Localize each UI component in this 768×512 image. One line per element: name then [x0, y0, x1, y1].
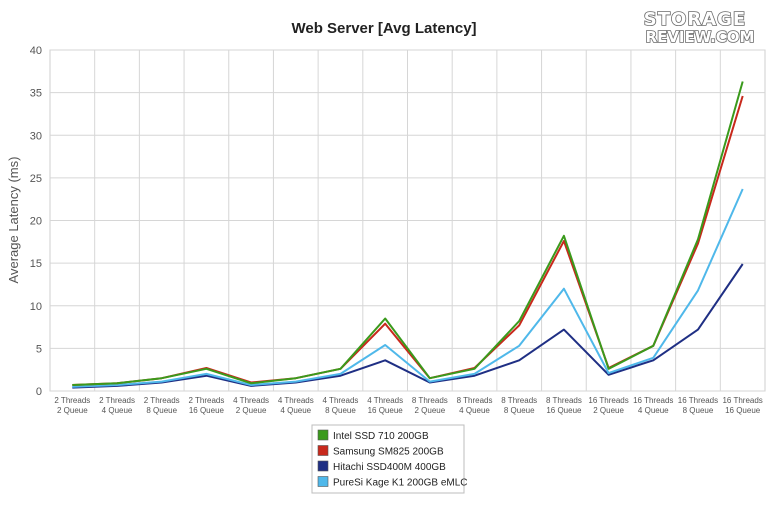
- legend: Intel SSD 710 200GB Samsung SM825 200GB Hi…: [311, 424, 468, 494]
- legend-swatch: [317, 460, 329, 472]
- series-line-0: [72, 81, 744, 386]
- x-tick-label-line: 8 Queue: [683, 406, 714, 415]
- x-tick-label-line: 2 Queue: [57, 406, 88, 415]
- grid: [49, 49, 766, 392]
- legend-swatch: [317, 429, 329, 441]
- y-tick-label: 40: [30, 45, 42, 57]
- y-ticks: 0 5 10 15 20 25 30 35 40: [30, 45, 42, 398]
- x-tick-label-line: 16 Threads: [722, 396, 762, 405]
- x-tick-label-line: 8 Queue: [504, 406, 535, 415]
- y-tick-label: 20: [30, 216, 42, 228]
- x-tick-label-line: 8 Threads: [501, 396, 537, 405]
- x-tick-label-line: 2 Threads: [99, 396, 135, 405]
- y-tick-label: 25: [30, 173, 42, 185]
- x-tick-label-line: 16 Queue: [546, 406, 582, 415]
- y-axis-label: Average Latency (ms): [6, 157, 21, 284]
- x-tick-label-line: 16 Queue: [189, 406, 225, 415]
- y-tick-label: 5: [36, 343, 42, 355]
- series-lines: [72, 81, 744, 389]
- x-tick-label-line: 4 Threads: [278, 396, 314, 405]
- legend-item-label: PureSi Kage K1 200GB eMLC: [333, 478, 468, 489]
- x-tick-label-line: 2 Queue: [414, 406, 445, 415]
- x-tick-label-line: 4 Queue: [459, 406, 490, 415]
- legend-item-label: Samsung SM825 200GB: [333, 447, 444, 458]
- series-line-3: [72, 188, 744, 388]
- x-tick-label-line: 2 Queue: [593, 406, 624, 415]
- y-tick-label: 10: [30, 301, 42, 313]
- logo-line-1: STORAGE: [644, 9, 746, 30]
- legend-item-label: Hitachi SSD400M 400GB: [333, 462, 446, 473]
- x-tick-label-line: 2 Threads: [144, 396, 180, 405]
- y-tick-label: 30: [30, 130, 42, 142]
- x-tick-label-line: 16 Threads: [678, 396, 718, 405]
- x-tick-label-line: 4 Threads: [233, 396, 269, 405]
- legend-swatch: [317, 476, 329, 487]
- chart-title: Web Server [Avg Latency]: [291, 20, 476, 37]
- x-tick-label-line: 16 Queue: [725, 406, 761, 415]
- x-tick-label-line: 8 Queue: [146, 406, 177, 415]
- x-tick-label-line: 8 Threads: [457, 396, 493, 405]
- x-tick-label-line: 2 Threads: [54, 396, 90, 405]
- legend-item-label: Intel SSD 710 200GB: [333, 431, 429, 442]
- x-tick-label-line: 4 Queue: [102, 406, 133, 415]
- y-tick-label: 0: [36, 386, 42, 398]
- legend-swatch: [317, 445, 329, 456]
- logo-line-2: REVIEW.COM: [646, 28, 755, 46]
- x-tick-label-line: 4 Threads: [367, 396, 403, 405]
- x-tick-label-line: 16 Threads: [633, 396, 673, 405]
- x-tick-label-line: 8 Queue: [325, 406, 356, 415]
- x-tick-label-line: 8 Threads: [546, 396, 582, 405]
- x-tick-label-line: 16 Queue: [368, 406, 404, 415]
- x-tick-label-line: 2 Threads: [188, 396, 224, 405]
- y-tick-label: 35: [30, 88, 42, 100]
- x-tick-label-line: 2 Queue: [236, 406, 267, 415]
- x-tick-label-line: 4 Queue: [280, 406, 311, 415]
- series-line-2: [72, 263, 744, 389]
- x-tick-label-line: 8 Threads: [412, 396, 448, 405]
- x-tick-label-line: 16 Threads: [588, 396, 628, 405]
- y-tick-label: 15: [30, 258, 42, 270]
- x-tick-label-line: 4 Queue: [638, 406, 669, 415]
- x-tick-label-line: 4 Threads: [323, 396, 359, 405]
- legend-box: [311, 424, 465, 494]
- storagereview-logo: STORAGE REVIEW.COM: [643, 8, 755, 47]
